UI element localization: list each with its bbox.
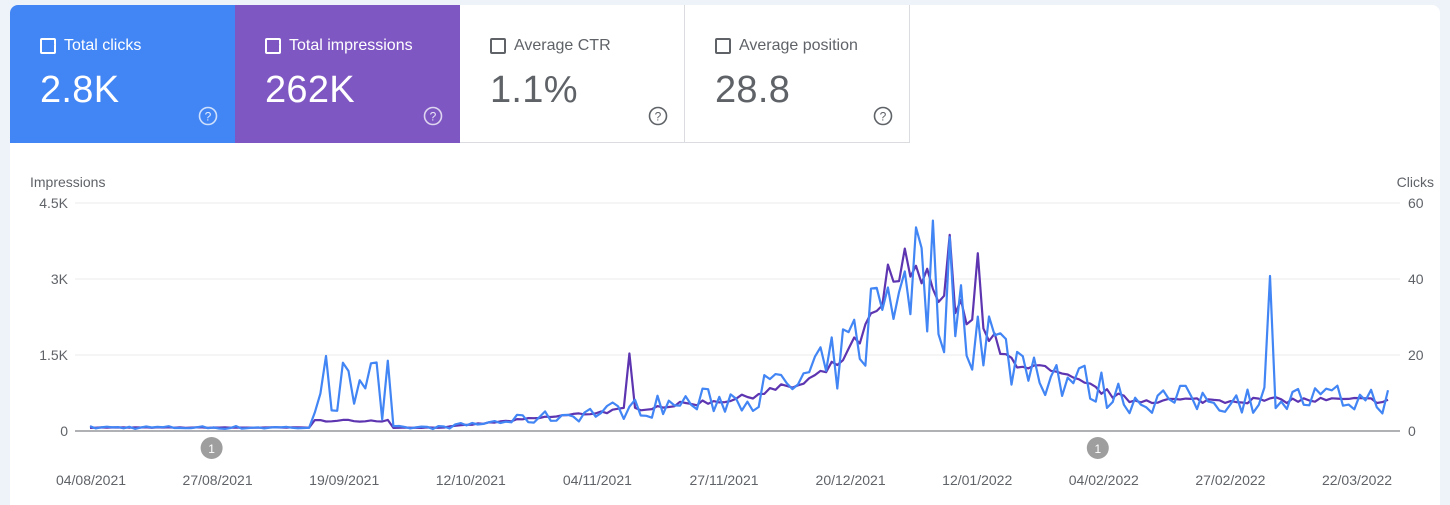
help-circle-icon[interactable]: ? <box>873 106 893 126</box>
metric-label: Total clicks <box>64 37 142 54</box>
metric-header: Total impressions <box>265 37 413 55</box>
metric-label: Total impressions <box>289 37 413 54</box>
help-circle-icon[interactable]: ? <box>648 106 668 126</box>
checkbox-checked-icon[interactable] <box>265 38 281 54</box>
help-circle-icon[interactable]: ? <box>423 106 443 126</box>
checkbox-checked-icon[interactable] <box>40 38 56 54</box>
metric-average-ctr[interactable]: Average CTR 1.1% ? <box>460 5 685 143</box>
metric-header: Average CTR <box>490 37 611 55</box>
metric-total-clicks[interactable]: Total clicks 2.8K ? <box>10 5 235 143</box>
svg-text:?: ? <box>430 110 437 124</box>
svg-text:?: ? <box>655 110 662 124</box>
metric-cards: Total clicks 2.8K ? Total impressions 26… <box>10 5 910 143</box>
checkbox-unchecked-icon[interactable] <box>490 38 506 54</box>
help-circle-icon[interactable]: ? <box>198 106 218 126</box>
metric-label: Average CTR <box>514 37 611 54</box>
svg-text:?: ? <box>880 110 887 124</box>
svg-text:?: ? <box>205 110 212 124</box>
metric-value: 28.8 <box>715 69 791 111</box>
metric-label: Average position <box>739 37 858 54</box>
metric-header: Average position <box>715 37 858 55</box>
metric-value: 262K <box>265 69 355 111</box>
metric-total-impressions[interactable]: Total impressions 262K ? <box>235 5 460 143</box>
metric-value: 1.1% <box>490 69 578 111</box>
metric-average-position[interactable]: Average position 28.8 ? <box>685 5 910 143</box>
metric-value: 2.8K <box>40 69 120 111</box>
checkbox-unchecked-icon[interactable] <box>715 38 731 54</box>
metric-header: Total clicks <box>40 37 141 55</box>
